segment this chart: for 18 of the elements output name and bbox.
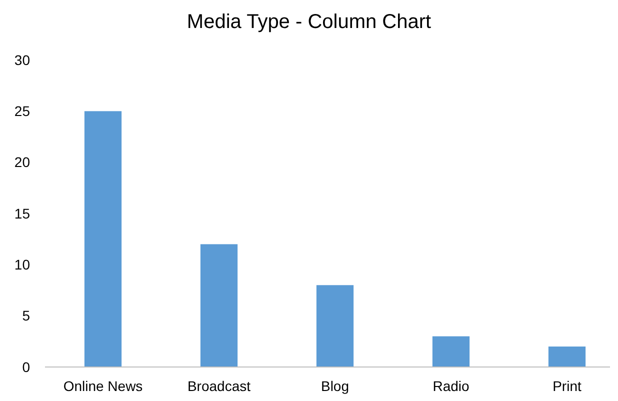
y-tick-label: 0 [22, 358, 30, 375]
y-tick-label: 5 [22, 308, 30, 324]
x-tick-label: Blog [320, 378, 350, 394]
bar [316, 285, 354, 367]
bar [548, 346, 586, 367]
bar [84, 111, 122, 367]
chart-title: Media Type - Column Chart [186, 11, 432, 33]
y-tick-label: 30 [14, 52, 30, 68]
bar [432, 336, 470, 367]
y-tick-label: 20 [14, 154, 30, 170]
x-tick-label: Radio [432, 378, 470, 394]
y-tick-label: 10 [14, 256, 30, 273]
x-tick-label: Broadcast [187, 378, 251, 394]
y-tick-label: 15 [14, 205, 30, 222]
bar [200, 244, 238, 367]
y-tick-label: 25 [14, 103, 30, 120]
x-tick-label: Print [552, 378, 582, 394]
x-tick-label: Online News [63, 378, 143, 394]
